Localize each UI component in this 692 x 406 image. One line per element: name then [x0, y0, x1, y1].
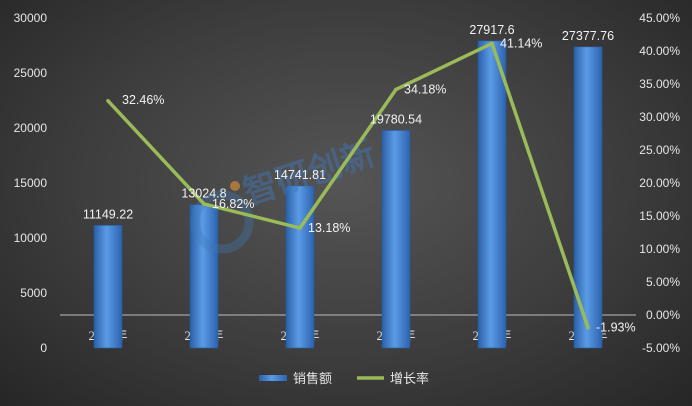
line-value-label: 41.14%	[500, 36, 542, 50]
y-right-tick-label: 35.00%	[639, 77, 680, 91]
y-right-tick-label: 0.00%	[646, 308, 680, 322]
line-value-label: -1.93%	[596, 321, 636, 335]
line-value-label: 32.46%	[122, 93, 164, 107]
line-point	[586, 325, 590, 330]
y-right-tick-label: 15.00%	[639, 209, 680, 223]
bar-value-label: 27377.76	[562, 29, 614, 43]
bar-value-label: 13024.8	[181, 187, 226, 201]
bar-value-label: 27917.6	[469, 23, 514, 37]
legend-line-label: 增长率	[390, 371, 429, 386]
y-left-tick-label: 0	[40, 341, 47, 355]
y-left-tick-label: 10000	[14, 231, 48, 245]
bar	[477, 40, 507, 349]
y-right-tick-label: 40.00%	[639, 44, 680, 58]
y-left-tick-label: 20000	[14, 121, 48, 135]
line-point	[106, 98, 110, 103]
growth-rate-line	[106, 41, 590, 329]
watermark-logo-icon	[190, 190, 254, 254]
bar	[93, 225, 123, 349]
y-right-tick-label: 25.00%	[639, 143, 680, 157]
line-value-label: 34.18%	[404, 82, 446, 96]
line-point	[394, 87, 398, 92]
y-right-tick-label: 45.00%	[639, 11, 680, 25]
legend: 销售额 增长率	[259, 371, 429, 386]
y-left-tick-label: 5000	[20, 286, 47, 300]
line-value-label: 13.18%	[308, 221, 350, 235]
y-left-tick-label: 25000	[14, 66, 48, 80]
y-right-tick-label: 20.00%	[639, 176, 680, 190]
line-value-label: 16.82%	[212, 197, 254, 211]
y-right-tick-label: 5.00%	[646, 275, 680, 289]
y-left-tick-label: 30000	[14, 11, 48, 25]
line-point	[298, 226, 302, 230]
y-left-tick-label: 15000	[14, 176, 48, 190]
bar	[381, 130, 411, 349]
bar-value-label: 19780.54	[370, 112, 422, 126]
bar-value-label: 14741.81	[274, 168, 326, 182]
line-point	[202, 202, 206, 206]
line-point	[490, 41, 494, 46]
legend-bar-label: 销售额	[293, 371, 332, 386]
y-right-tick-label: 10.00%	[639, 242, 680, 256]
legend-bar-swatch	[259, 375, 287, 381]
y-right-tick-label: -5.00%	[642, 341, 680, 355]
bar-value-label: 11149.22	[83, 207, 133, 221]
bar	[285, 185, 315, 349]
watermark-dot-icon	[230, 181, 240, 191]
y-right-tick-label: 30.00%	[639, 110, 680, 124]
bar	[189, 204, 219, 349]
